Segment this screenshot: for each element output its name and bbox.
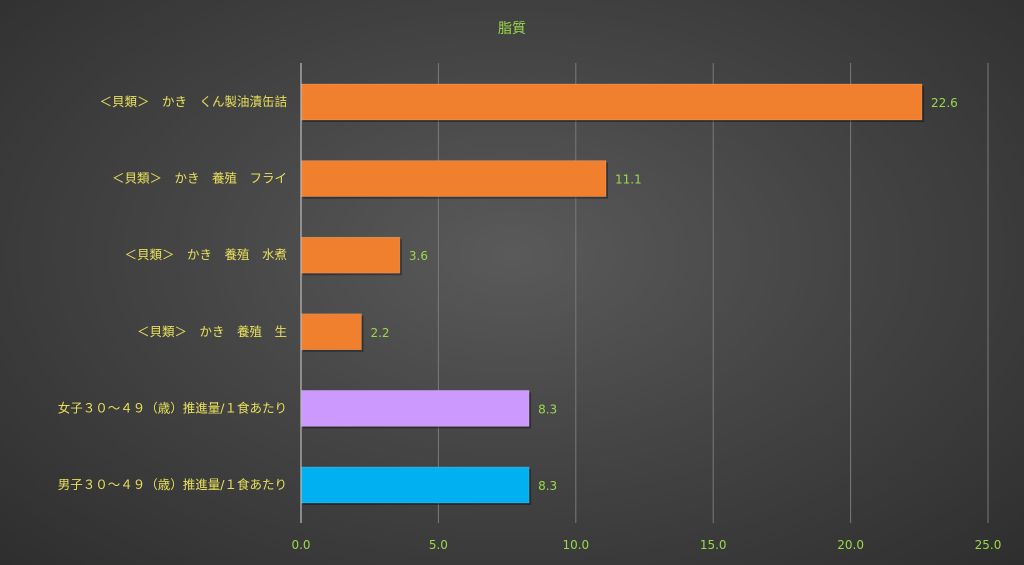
x-tick-label: 15.0 [700, 538, 727, 552]
data-label: 8.3 [538, 402, 557, 416]
data-label: 22.6 [931, 96, 958, 110]
category-label: ＜貝類＞ かき 養殖 生 [137, 324, 287, 339]
category-labels: ＜貝類＞ かき くん製油漬缶詰 ＜貝類＞ かき 養殖 フライ ＜貝類＞ かき 養殖 … [58, 94, 287, 492]
x-tick-labels: 0.0 5.0 10.0 15.0 20.0 25.0 [291, 538, 1001, 552]
x-tick-label: 5.0 [429, 538, 448, 552]
bar [300, 83, 923, 121]
bar [300, 236, 401, 274]
data-label: 11.1 [615, 173, 642, 187]
chart-title: 脂質 [498, 21, 526, 37]
data-label: 3.6 [409, 249, 428, 263]
data-label: 8.3 [538, 479, 557, 493]
x-tick-label: 0.0 [291, 538, 310, 552]
gridlines [437, 63, 989, 523]
x-tick-label: 25.0 [975, 538, 1002, 552]
category-label: 男子３０～４９（歳）推進量/１食あたり [58, 477, 287, 492]
bar [300, 466, 530, 504]
category-label: 女子３０～４９（歳）推進量/１食あたり [58, 400, 287, 415]
x-tick-label: 20.0 [837, 538, 864, 552]
x-tick-label: 10.0 [562, 538, 589, 552]
value-labels: 22.6 11.1 3.6 2.2 8.3 8.3 [370, 96, 957, 493]
category-label: ＜貝類＞ かき くん製油漬缶詰 [99, 94, 287, 109]
data-label: 2.2 [370, 326, 389, 340]
category-label: ＜貝類＞ かき 養殖 フライ [112, 171, 287, 186]
bar [300, 390, 530, 427]
bars [300, 83, 925, 505]
category-label: ＜貝類＞ かき 養殖 水煮 [124, 247, 287, 262]
bar [300, 160, 607, 197]
bar [300, 313, 362, 351]
